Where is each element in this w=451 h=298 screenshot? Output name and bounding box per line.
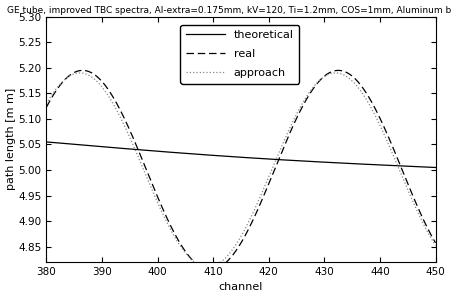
real [350, 75, 356, 79]
Y-axis label: path length [m m]: path length [m m] [5, 88, 15, 190]
real [422, 221, 428, 224]
real [433, 241, 438, 245]
X-axis label: channel: channel [219, 283, 263, 292]
theoretical [422, 165, 427, 169]
real [422, 220, 427, 224]
real [233, 249, 239, 253]
approach [233, 243, 239, 246]
approach [422, 225, 428, 228]
real [44, 105, 49, 109]
approach [422, 224, 427, 228]
Line: real: real [46, 70, 436, 270]
approach [350, 80, 356, 84]
real [207, 268, 213, 271]
theoretical [64, 142, 69, 145]
approach [64, 77, 69, 80]
approach [433, 243, 438, 247]
approach [333, 71, 338, 75]
approach [205, 265, 210, 269]
real [64, 77, 69, 80]
Legend: theoretical, real, approach: theoretical, real, approach [180, 25, 299, 84]
real [223, 261, 228, 265]
theoretical [233, 155, 239, 159]
theoretical [421, 165, 427, 169]
approach [44, 102, 49, 105]
approach [223, 256, 228, 260]
real [336, 69, 341, 72]
theoretical [44, 140, 49, 144]
Line: theoretical: theoretical [46, 142, 436, 167]
theoretical [350, 162, 355, 165]
Line: approach: approach [46, 73, 436, 267]
theoretical [223, 154, 228, 158]
Title: GE tube, improved TBC spectra, Al-extra=0.175mm, kV=120, Ti=1.2mm, COS=1mm, Alum: GE tube, improved TBC spectra, Al-extra=… [6, 6, 451, 15]
theoretical [433, 166, 438, 169]
